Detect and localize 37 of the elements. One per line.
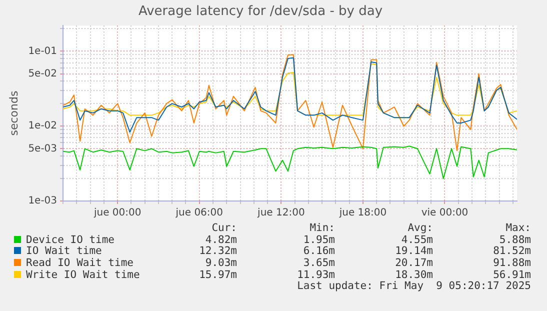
text: 81.52m (492, 245, 531, 258)
text: Min: (308, 222, 335, 234)
x-tick-label: jue 06:00 (174, 208, 223, 219)
y-tick-label: 5e-02 (28, 68, 58, 80)
text: 5.88m (498, 234, 531, 246)
text: 6.16m (302, 245, 335, 258)
x-tick-label: vie 00:00 (421, 208, 468, 219)
text: 15.97m (198, 268, 237, 281)
text: 18.30m (394, 268, 433, 281)
text: Max: (504, 222, 531, 234)
x-tick-label: jue 12:00 (256, 208, 305, 219)
chart-title: Average latency for /dev/sda - by day (138, 4, 383, 20)
text: 4.55m (400, 234, 433, 246)
legend-label: Read IO Wait time (26, 257, 134, 270)
text: 12.32m (198, 245, 237, 258)
text: 91.88m (492, 257, 531, 270)
text: 1.95m (302, 234, 335, 246)
text: 11.93m (296, 268, 335, 281)
text: Last update: Fri May 9 05:20:17 2025 (297, 280, 531, 292)
legend-label: Device IO time (26, 234, 115, 246)
text: Cur: (210, 222, 237, 234)
x-tick-label: jue 18:00 (338, 208, 387, 219)
text: 9.03m (204, 257, 237, 270)
x-tick-label: jue 00:00 (92, 208, 142, 219)
text: Avg: (406, 222, 433, 234)
y-tick-label: 1e-03 (28, 196, 58, 207)
text: 20.17m (394, 257, 433, 270)
text: 19.14m (394, 245, 433, 258)
y-tick-label: 1e-02 (28, 120, 58, 132)
y-axis-title: seconds (7, 90, 20, 136)
text: 56.91m (492, 268, 531, 281)
text: 3.65m (302, 257, 335, 270)
y-tick-label: 1e-01 (28, 46, 58, 57)
legend-label: Write IO Wait time (26, 268, 140, 281)
y-tick-label: 5e-03 (28, 143, 58, 154)
legend-label: IO Wait time (26, 245, 102, 258)
text: 4.82m (204, 234, 237, 246)
